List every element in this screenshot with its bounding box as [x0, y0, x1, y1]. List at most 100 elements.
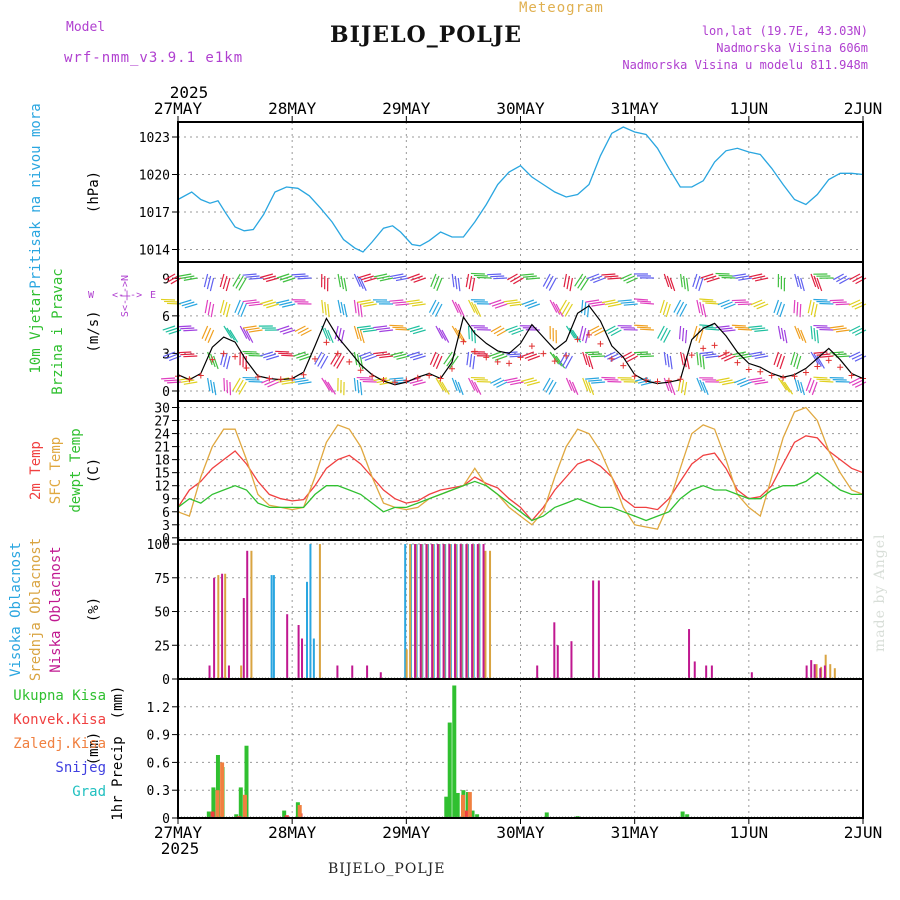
srednja-oblacnost-bar — [405, 649, 408, 679]
wind-gust-marker — [586, 331, 592, 338]
cloud-axis-label: Niska Oblacnost — [48, 546, 64, 672]
niska-oblacnost-bar — [710, 665, 713, 679]
wind-gust-marker — [597, 340, 604, 347]
y-tick-label: 1020 — [139, 169, 170, 184]
y-tick-label: 0.9 — [147, 729, 170, 744]
cloud-unit-label: (%) — [86, 597, 102, 622]
temperature-axis-label: dewpt Temp — [68, 428, 84, 512]
niska-oblacnost-bar — [419, 544, 422, 679]
niska-oblacnost-bar — [436, 544, 439, 679]
niska-oblacnost-bar — [805, 665, 808, 679]
niska-oblacnost-bar — [213, 577, 216, 679]
wind-gust-marker — [346, 358, 353, 365]
y-tick-label: 30 — [154, 402, 170, 417]
wind-gust-marker — [460, 338, 467, 345]
temperature-axis-label: SFC Temp — [48, 437, 64, 504]
precip-axis-unit: (mm) — [110, 686, 126, 720]
wind-gust-marker — [768, 372, 775, 379]
visoka-oblacnost-bar — [312, 638, 315, 679]
wind-direction-arrows — [161, 272, 867, 396]
visoka-oblacnost-bar — [272, 575, 275, 679]
niska-oblacnost-bar — [592, 580, 595, 679]
wind-gust-marker — [289, 375, 296, 382]
niska-oblacnost-bar — [536, 665, 539, 679]
y-tick-label: 100 — [147, 538, 170, 553]
wind-gust-marker — [574, 336, 581, 343]
niska-oblacnost-bar — [750, 672, 753, 679]
wind-gust-marker — [654, 378, 661, 385]
wind-gust-marker — [528, 343, 535, 350]
model-altitude-info: Nadmorska Visina u modelu 811.948m — [622, 58, 868, 72]
wind-gust-marker — [369, 373, 376, 380]
niska-oblacnost-bar — [823, 665, 826, 679]
wind-gust-marker — [277, 376, 284, 383]
ukupna-kisa-bar — [544, 812, 549, 818]
sfc-temp-line — [177, 406, 864, 530]
niska-oblacnost-bar — [351, 665, 354, 679]
ukupna-kisa-bar — [444, 796, 449, 818]
srednja-oblacnost-bar — [833, 668, 836, 679]
ukupna-kisa-bar — [475, 814, 480, 818]
wind-gust-marker — [323, 339, 330, 346]
compass-south-north: S<-|->N — [120, 275, 131, 317]
temperature-axis-label: 2m Temp — [28, 441, 44, 500]
wind-gust-marker — [814, 363, 821, 370]
wind-gust-marker — [688, 352, 695, 359]
niska-oblacnost-bar — [459, 544, 462, 679]
wind-gust-marker — [426, 372, 433, 379]
wind-gust-marker — [780, 374, 787, 381]
year-label-bottom: 2025 — [161, 839, 200, 858]
wind-gust-marker — [403, 377, 410, 384]
niska-oblacnost-bar — [553, 622, 556, 679]
niska-oblacnost-bar — [570, 641, 573, 679]
x-tick-label-top: 28MAY — [268, 99, 317, 118]
wind-gust-marker — [414, 374, 421, 381]
niska-oblacnost-bar — [454, 544, 456, 679]
y-tick-label: 27 — [154, 415, 170, 430]
altitude-info: Nadmorska Visina 606m — [716, 41, 868, 55]
niska-oblacnost-bar — [297, 625, 300, 679]
wind-gust-marker — [437, 375, 444, 382]
niska-oblacnost-bar — [379, 672, 382, 679]
pressure-line — [177, 126, 864, 253]
wind-gust-marker — [243, 364, 250, 371]
wind-axis-label-line2: Brzina i Pravac — [50, 268, 66, 394]
x-tick-label-bottom: 27MAY — [154, 823, 203, 842]
niska-oblacnost-bar — [301, 638, 304, 679]
niska-oblacnost-bar — [471, 544, 474, 679]
niska-oblacnost-bar — [221, 573, 224, 679]
srednja-oblacnost-bar — [217, 575, 220, 679]
ukupna-kisa-bar — [244, 745, 249, 818]
niska-oblacnost-bar — [366, 665, 369, 679]
x-tick-label-top: 1JUN — [730, 99, 769, 118]
pressure-panel-frame — [177, 121, 864, 263]
niska-oblacnost-bar — [336, 665, 339, 679]
srednja-oblacnost-bar — [240, 665, 243, 679]
srednja-oblacnost-bar — [250, 550, 253, 679]
x-tick-label-top: 30MAY — [496, 99, 545, 118]
wind-gust-marker — [608, 355, 615, 362]
zaledj-kisa-bar — [467, 792, 472, 818]
y-tick-label: 24 — [154, 428, 170, 443]
wind-gust-marker — [551, 358, 558, 365]
y-tick-label: 12 — [154, 480, 170, 495]
wind-gust-marker — [665, 377, 672, 384]
y-tick-label: 0 — [162, 673, 170, 688]
x-tick-label-bottom: 30MAY — [496, 823, 545, 842]
visoka-oblacnost-bar — [306, 581, 309, 679]
page-title: BIJELO_POLJE — [330, 22, 523, 48]
niska-oblacnost-bar — [414, 544, 417, 679]
wind-gust-marker — [254, 373, 261, 380]
cloud-axis-label: Visoka Oblacnost — [8, 542, 24, 677]
wind-gust-marker — [643, 376, 650, 383]
temperature-panel-frame — [177, 400, 864, 541]
ukupna-kisa-bar — [282, 810, 287, 818]
wind-gust-marker — [197, 372, 204, 379]
wind-gust-marker — [700, 345, 707, 352]
niska-oblacnost-bar — [431, 544, 434, 679]
y-tick-label: 1023 — [139, 131, 170, 146]
wind-gust-marker — [232, 353, 239, 360]
precip-legend-item: Konvek.Kisa — [13, 712, 106, 728]
niska-oblacnost-bar — [425, 544, 428, 679]
